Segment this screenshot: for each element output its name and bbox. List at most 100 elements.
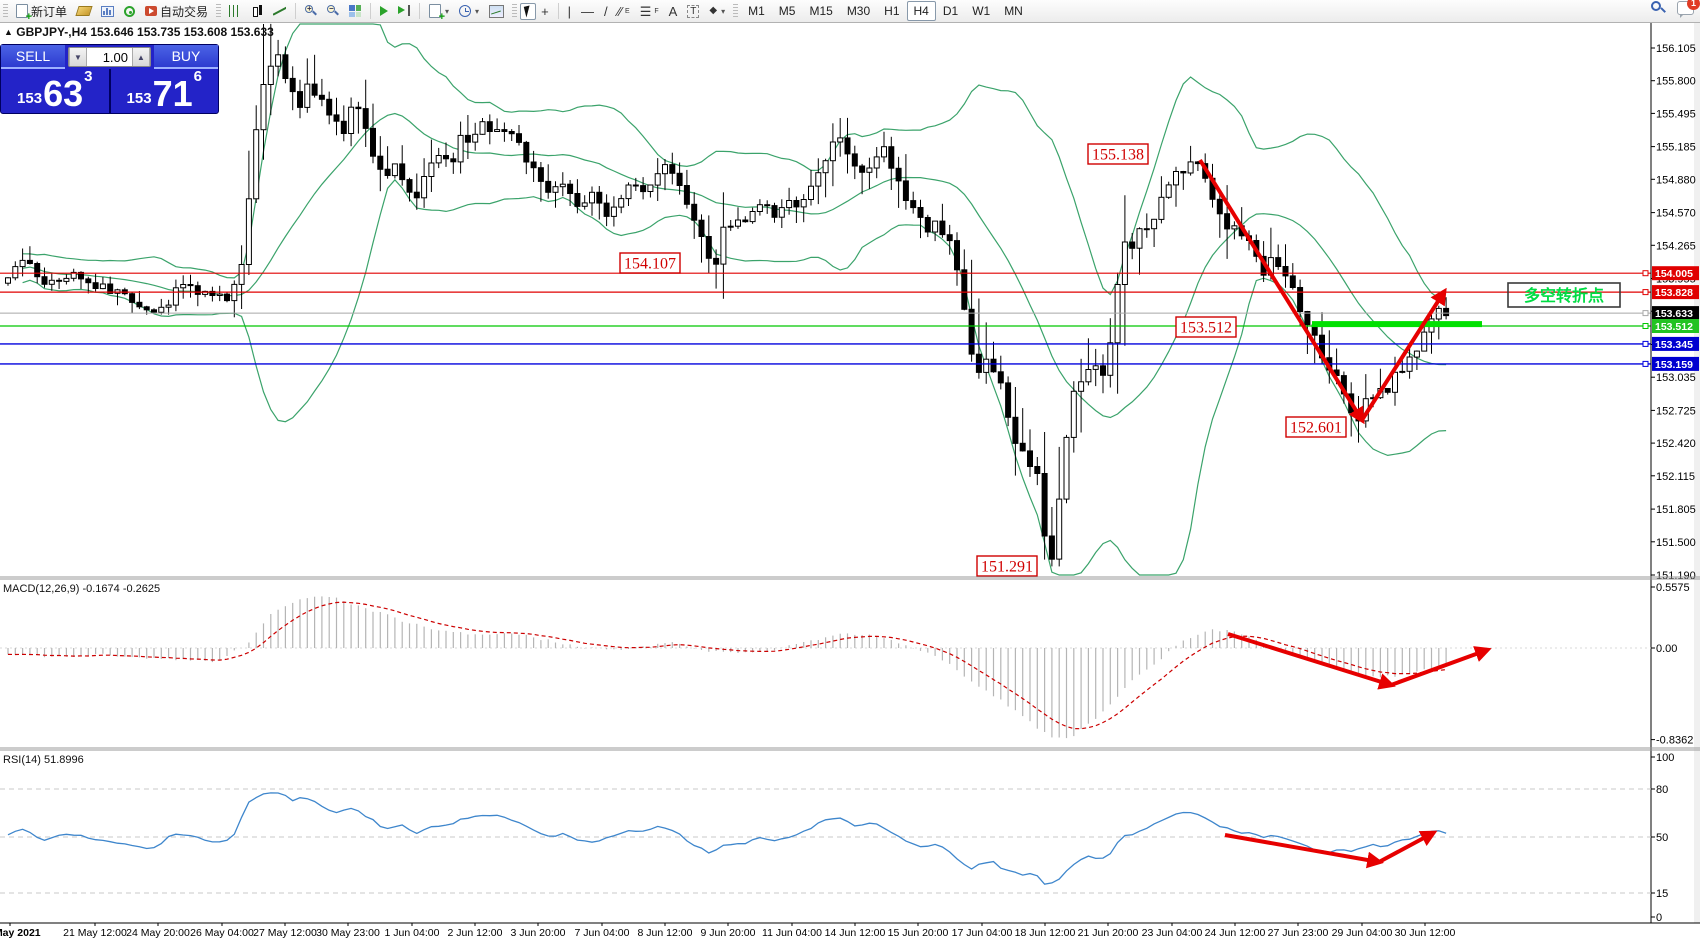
sell-button[interactable]: SELL [1, 45, 65, 69]
volume-stepper[interactable]: ▼ 1.00 ▲ [68, 47, 151, 67]
svg-text:152.725: 152.725 [1656, 405, 1696, 417]
svg-text:153.633: 153.633 [1655, 308, 1693, 320]
zoom-out-button[interactable]: − [322, 2, 344, 20]
candlestick-button[interactable] [246, 2, 268, 21]
line-chart-button[interactable] [268, 2, 291, 20]
chart-shift-button[interactable] [393, 2, 415, 20]
templates-button[interactable] [484, 2, 509, 21]
svg-text:152.601: 152.601 [1290, 420, 1342, 437]
vertical-line-tool-button[interactable]: | [563, 2, 576, 21]
svg-text:153.159: 153.159 [1655, 359, 1693, 371]
tile-windows-button[interactable] [344, 2, 366, 20]
svg-text:8 Jun 12:00: 8 Jun 12:00 [638, 927, 693, 939]
autotrading-button[interactable]: 自动交易 [140, 0, 213, 23]
main-trend-arrows[interactable] [1198, 158, 1447, 425]
hline-handle [1642, 270, 1649, 277]
thick-green-segment[interactable] [1312, 321, 1482, 328]
channel-tool-button[interactable]: ∕∕ E [617, 3, 630, 19]
svg-text:20 May 2021: 20 May 2021 [0, 927, 41, 939]
periods-button[interactable]: ▾ [454, 2, 484, 20]
buy-button[interactable]: BUY [154, 45, 218, 69]
horizontal-lines[interactable] [0, 270, 1651, 367]
buy-price-pips: 71 [152, 73, 193, 115]
svg-text:18 Jun 12:00: 18 Jun 12:00 [1015, 927, 1076, 939]
notification-badge[interactable]: 1 [1687, 0, 1700, 10]
price-label-box [976, 555, 1038, 577]
fibonacci-icon: ☰ [639, 3, 652, 19]
volume-up-button[interactable]: ▲ [132, 48, 150, 66]
svg-text:155.495: 155.495 [1656, 108, 1696, 120]
volume-down-button[interactable]: ▼ [69, 48, 87, 66]
eraser-button[interactable] [72, 3, 96, 19]
toolbar-grip[interactable] [512, 3, 518, 19]
svg-text:155.800: 155.800 [1656, 76, 1696, 88]
fibonacci-tool-button[interactable]: ☰ F [639, 3, 659, 19]
macd-trend-arrows[interactable] [1227, 632, 1492, 690]
svg-text:27 Jun 23:00: 27 Jun 23:00 [1268, 927, 1329, 939]
svg-text:24 May 20:00: 24 May 20:00 [126, 927, 190, 939]
crosshair-tool-button[interactable]: + [536, 2, 554, 21]
new-order-label: 新订单 [31, 4, 68, 19]
svg-text:151.190: 151.190 [1656, 570, 1696, 582]
timeframe-m30-button[interactable]: M30 [846, 4, 871, 18]
bollinger-upper [22, 23, 1447, 300]
new-order-button[interactable]: 新订单 [11, 0, 72, 23]
arrows-tool-button[interactable]: ◆ ▾ [704, 3, 730, 19]
dropdown-arrow-icon: ▾ [721, 6, 726, 16]
horizontal-line-tool-button[interactable]: — [576, 2, 599, 21]
buy-price-point: 6 [193, 68, 202, 85]
timeframe-m15-button[interactable]: M15 [809, 4, 833, 18]
signal-icon [124, 5, 136, 17]
svg-text:50: 50 [1656, 832, 1668, 844]
svg-text:24 Jun 12:00: 24 Jun 12:00 [1205, 927, 1266, 939]
cursor-tool-button[interactable] [520, 2, 537, 20]
timeframe-m5-button[interactable]: M5 [778, 4, 796, 18]
arrows-tool-icon: ◆ [709, 5, 718, 16]
svg-text:3 Jun 20:00: 3 Jun 20:00 [511, 927, 566, 939]
charts-window-button[interactable] [96, 3, 119, 20]
signals-button[interactable] [119, 3, 140, 20]
buy-price[interactable]: 153 71 6 [111, 69, 219, 113]
rsi-trend-arrows[interactable] [1224, 830, 1438, 869]
clock-icon [459, 5, 472, 17]
eraser-icon [75, 6, 93, 16]
templates-icon [489, 4, 505, 18]
autotrading-label: 自动交易 [160, 4, 209, 19]
svg-text:-0.8362: -0.8362 [1656, 735, 1693, 747]
label-tool-button[interactable]: T [682, 2, 704, 21]
auto-scroll-button[interactable] [375, 3, 393, 19]
timeframe-m1-button[interactable]: M1 [748, 4, 765, 18]
axis-badge-153.159 [1652, 356, 1699, 371]
zoom-in-button[interactable]: + [300, 2, 322, 20]
sell-price-point: 3 [84, 68, 93, 85]
line-chart-icon [273, 5, 286, 17]
annotation-text: 多空转折点 [1524, 286, 1604, 305]
toolbar-grip[interactable] [216, 3, 222, 19]
bar-chart-button[interactable] [224, 2, 246, 20]
text-tool-button[interactable]: A [664, 2, 683, 21]
timeframe-w1-button[interactable]: W1 [972, 4, 991, 18]
candles [5, 23, 1450, 567]
trendline-tool-button[interactable]: / [599, 2, 613, 21]
svg-text:30 Jun 12:00: 30 Jun 12:00 [1395, 927, 1456, 939]
volume-value[interactable]: 1.00 [102, 49, 128, 65]
search-icon[interactable] [1651, 1, 1665, 15]
sell-price[interactable]: 153 63 3 [1, 69, 111, 113]
toolbar-grip[interactable] [3, 3, 8, 19]
chat-icon[interactable]: 1 [1677, 0, 1700, 18]
toolbar-grip[interactable] [733, 3, 739, 19]
price-axis[interactable]: 156.105 155.800 155.495 155.185 154.880 154.5… [1650, 22, 1699, 923]
timeframe-d1-button[interactable]: D1 [942, 4, 959, 18]
svg-text:15: 15 [1656, 888, 1668, 900]
timeframe-mn-button[interactable]: MN [1004, 4, 1023, 18]
annotation-box[interactable] [1507, 282, 1621, 308]
indicators-button[interactable]: ▾ [424, 1, 454, 23]
svg-text:0: 0 [1656, 912, 1662, 924]
timeframe-h4-button[interactable]: H4 [906, 1, 936, 21]
price-label-boxes[interactable]: 155.138 154.107 153.512 152.601 151.291 [619, 143, 1347, 577]
timeframe-h1-button[interactable]: H1 [884, 4, 900, 18]
text-tool-icon: A [668, 3, 678, 19]
